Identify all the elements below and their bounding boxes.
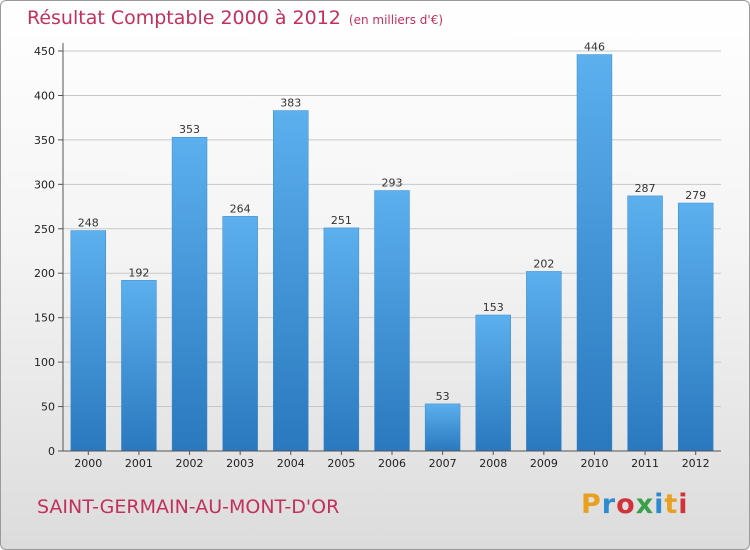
bar: [222, 216, 258, 452]
bar-value-label: 192: [128, 266, 149, 279]
x-tick-label: 2001: [125, 457, 153, 470]
bar-value-label: 264: [230, 202, 251, 215]
x-tick-label: 2003: [226, 457, 254, 470]
x-tick-label: 2002: [176, 457, 204, 470]
location-label: SAINT-GERMAIN-AU-MONT-D'OR: [37, 496, 340, 518]
bar: [374, 190, 410, 452]
bar: [424, 403, 461, 452]
bar-value-label: 383: [280, 97, 301, 110]
bar-value-label: 53: [436, 390, 450, 403]
x-tick-label: 2005: [327, 457, 355, 470]
bar-value-label: 287: [635, 182, 656, 195]
y-tick-label: 400: [34, 89, 55, 102]
x-tick-label: 2011: [631, 457, 659, 470]
x-tick-label: 2007: [429, 457, 457, 470]
axes: 0 50 100 150 200 250 300 350 400 450 2000 2001 2002 2…: [34, 43, 721, 470]
bar: [70, 230, 107, 452]
x-tick-label: 2009: [530, 457, 558, 470]
bar-value-label: 293: [382, 177, 403, 190]
bar-value-label: 446: [584, 41, 605, 54]
logo-letter: i: [654, 489, 665, 520]
bar: [526, 271, 562, 452]
bar: [323, 227, 360, 452]
x-tick-label: 2012: [682, 457, 710, 470]
proxiti-logo: Proxiti: [581, 489, 689, 520]
logo-letter: o: [616, 489, 636, 520]
bar: [171, 136, 208, 452]
y-tick-label: 450: [34, 45, 55, 58]
y-tick-label: 300: [34, 178, 55, 191]
x-tick-label: 2008: [479, 457, 507, 470]
bar-value-label: 153: [483, 301, 504, 314]
logo-letter: i: [678, 489, 689, 520]
bar: [475, 314, 511, 452]
bar: [121, 280, 157, 452]
bar-value-label: 248: [78, 217, 99, 230]
bar: [576, 54, 613, 452]
chart-title: Résultat Comptable 2000 à 2012 (en millie…: [27, 7, 443, 29]
y-tick-label: 50: [41, 401, 55, 414]
logo-letter: x: [635, 489, 655, 520]
x-tick-label: 2010: [580, 457, 608, 470]
bar: [273, 110, 309, 452]
logo-letter: r: [601, 489, 617, 520]
bars: 248 192 353 264 383 251 293 53 153 202 446 287 279: [70, 41, 714, 452]
y-tick-label: 0: [48, 445, 55, 458]
y-tick-label: 150: [34, 312, 55, 325]
bar-value-label: 251: [331, 214, 352, 227]
logo-letter: P: [581, 489, 602, 520]
y-tick-label: 350: [34, 134, 55, 147]
x-tick-label: 2006: [378, 457, 406, 470]
y-tick-label: 100: [34, 356, 55, 369]
chart-title-text: Résultat Comptable 2000 à 2012: [27, 7, 341, 29]
bar-value-label: 202: [533, 257, 554, 270]
bar-value-label: 353: [179, 123, 200, 136]
x-tick-label: 2004: [277, 457, 305, 470]
y-tick-label: 200: [34, 267, 55, 280]
chart-subtitle: (en milliers d'€): [348, 13, 444, 27]
x-tick-label: 2000: [74, 457, 102, 470]
y-tick-label: 250: [34, 223, 55, 236]
bar-value-label: 279: [685, 189, 706, 202]
logo-letter: t: [664, 489, 679, 520]
bar: [677, 202, 714, 452]
bar: [627, 195, 663, 452]
